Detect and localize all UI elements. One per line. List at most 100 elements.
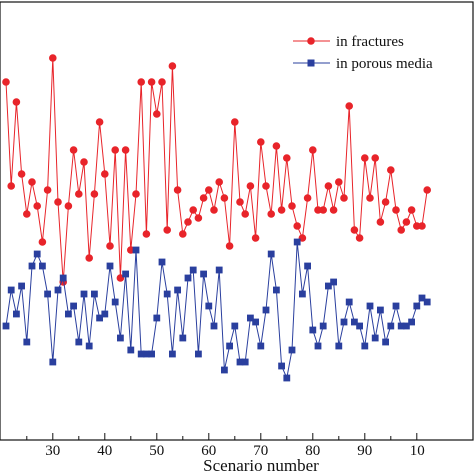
legend: in fractures in porous media <box>293 34 433 72</box>
data-point-porous <box>39 262 46 270</box>
data-point-fractures <box>236 198 244 206</box>
data-point-porous <box>137 350 145 358</box>
plot-frame <box>0 1 474 441</box>
data-point-fractures <box>283 154 291 162</box>
data-point-fractures <box>17 170 26 178</box>
data-point-fractures <box>314 206 322 214</box>
data-point-fractures <box>407 206 416 214</box>
data-point-fractures <box>111 146 119 154</box>
data-point-porous <box>127 346 135 354</box>
data-point-fractures <box>28 178 36 186</box>
data-point-porous <box>70 302 77 310</box>
data-point-porous <box>293 238 301 246</box>
data-point-fractures <box>23 210 31 218</box>
data-point-porous <box>309 326 317 334</box>
x-tick-label: 10 <box>410 443 425 459</box>
data-point-porous <box>13 310 20 318</box>
data-point-fractures <box>43 186 52 194</box>
data-point-porous <box>418 294 426 302</box>
data-point-fractures <box>392 206 400 214</box>
data-point-fractures <box>340 194 348 202</box>
data-point-porous <box>75 338 83 346</box>
data-point-porous <box>189 266 197 274</box>
data-point-porous <box>44 290 51 298</box>
data-point-porous <box>340 318 348 326</box>
data-point-porous <box>382 338 389 346</box>
data-point-fractures <box>225 242 234 250</box>
x-tick-label: 60 <box>201 443 216 459</box>
data-point-porous <box>226 342 233 350</box>
data-point-porous <box>169 350 176 358</box>
x-tick-label: 90 <box>357 443 372 459</box>
data-point-porous <box>122 270 129 278</box>
series-porous <box>2 238 431 382</box>
data-point-fractures <box>418 222 426 230</box>
data-point-fractures <box>189 206 197 214</box>
data-point-porous <box>278 362 285 370</box>
data-point-porous <box>23 338 31 346</box>
legend-marker-fractures <box>307 37 315 45</box>
data-point-porous <box>371 334 379 342</box>
data-point-fractures <box>184 218 192 226</box>
data-point-porous <box>319 322 327 330</box>
data-point-fractures <box>85 254 93 262</box>
data-point-fractures <box>397 226 406 234</box>
data-point-fractures <box>106 242 114 250</box>
data-point-porous <box>397 322 405 330</box>
data-point-porous <box>351 318 358 326</box>
data-point-porous <box>408 318 415 326</box>
data-point-fractures <box>329 206 338 214</box>
data-point-porous <box>210 322 218 330</box>
data-point-porous <box>299 290 306 298</box>
data-point-porous <box>132 246 140 254</box>
series-fractures <box>2 54 432 286</box>
data-point-fractures <box>2 78 10 86</box>
data-point-porous <box>174 286 181 294</box>
data-point-porous <box>96 314 103 322</box>
data-point-fractures <box>121 146 130 154</box>
data-point-porous <box>241 358 249 366</box>
data-point-porous <box>273 286 280 294</box>
data-point-fractures <box>376 218 385 226</box>
data-point-porous <box>361 342 369 350</box>
data-point-porous <box>148 350 155 358</box>
data-point-porous <box>59 274 67 282</box>
data-point-porous <box>247 314 254 322</box>
data-point-fractures <box>38 238 47 246</box>
data-point-fractures <box>147 78 156 86</box>
data-point-fractures <box>303 194 312 202</box>
data-point-fractures <box>423 186 432 194</box>
data-point-porous <box>252 318 259 326</box>
data-point-porous <box>111 298 119 306</box>
data-point-fractures <box>210 206 218 214</box>
data-point-porous <box>106 262 114 270</box>
x-tick-label: 30 <box>45 443 60 459</box>
data-point-fractures <box>153 110 161 118</box>
data-point-fractures <box>54 198 62 206</box>
data-point-fractures <box>361 154 369 162</box>
series-layer <box>2 54 432 382</box>
data-point-porous <box>184 274 192 282</box>
data-point-porous <box>335 342 343 350</box>
data-point-porous <box>314 342 322 350</box>
data-point-fractures <box>345 102 354 110</box>
data-point-porous <box>205 302 213 310</box>
data-point-porous <box>257 342 265 350</box>
data-point-fractures <box>309 146 317 154</box>
data-point-fractures <box>194 214 203 222</box>
series-line-fractures <box>5 57 428 283</box>
data-point-porous <box>54 286 62 294</box>
data-point-porous <box>387 322 395 330</box>
data-point-fractures <box>246 182 255 190</box>
data-point-fractures <box>64 202 73 210</box>
data-point-porous <box>423 298 431 306</box>
data-point-fractures <box>413 222 421 230</box>
data-point-porous <box>117 334 124 342</box>
data-point-fractures <box>231 118 239 126</box>
data-point-porous <box>267 250 275 258</box>
x-axis-title: Scenario number <box>203 456 319 474</box>
data-point-fractures <box>7 182 15 190</box>
data-point-porous <box>195 350 202 358</box>
data-point-fractures <box>366 194 374 202</box>
data-point-fractures <box>158 78 166 86</box>
